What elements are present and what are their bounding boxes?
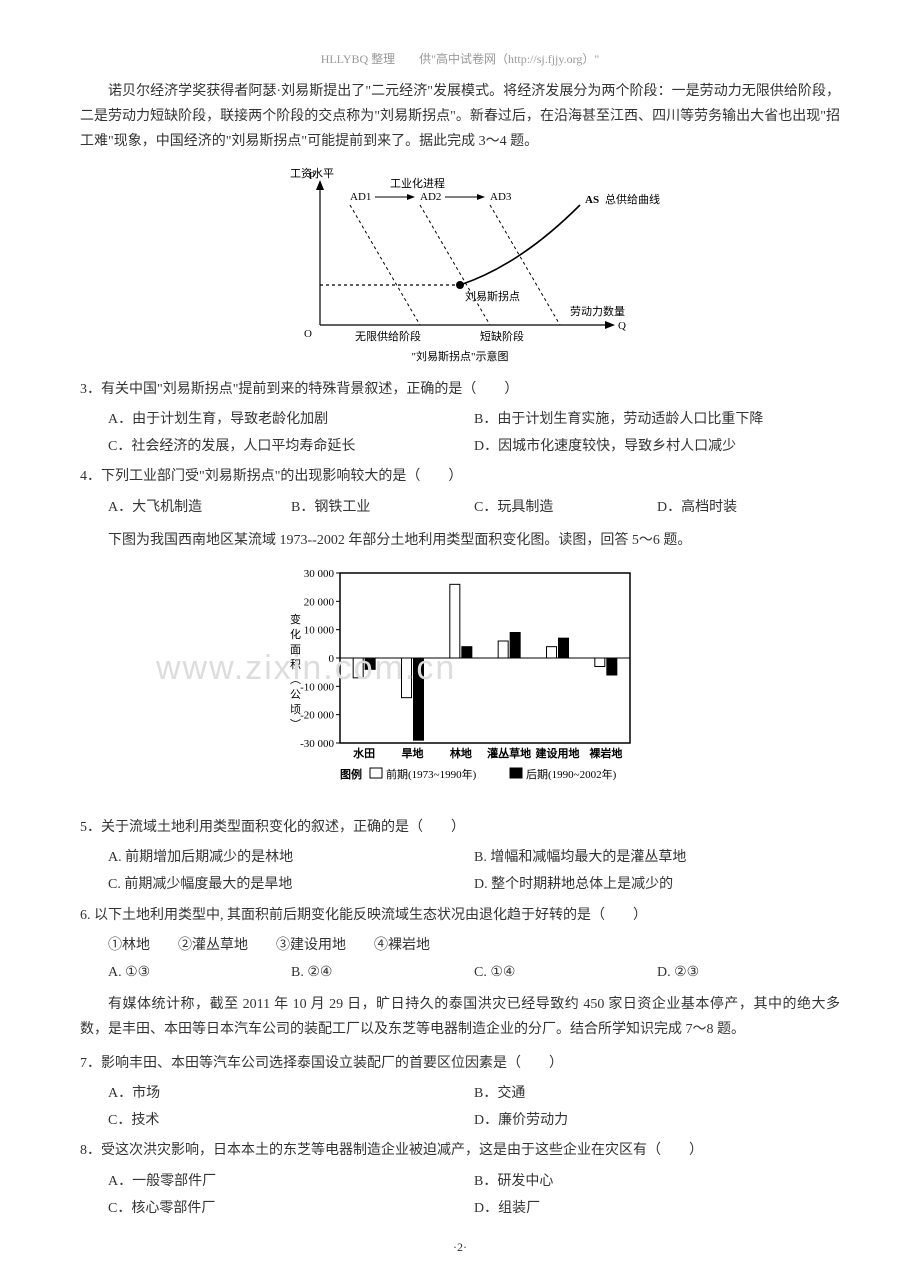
q8-opt-d: D．组装厂 (474, 1196, 840, 1223)
q6-stem: 6. 以下土地利用类型中, 其面积前后期变化能反映流域生态状况由退化趋于好转的是… (80, 903, 840, 930)
svg-text:旱地: 旱地 (402, 746, 424, 760)
q5-stem: 5．关于流域土地利用类型面积变化的叙述，正确的是（ ） (80, 815, 840, 842)
q7-opt-a: A．市场 (108, 1081, 474, 1108)
fig1-q: Q (618, 320, 626, 332)
fig1-o: O (304, 328, 312, 340)
q4-opt-b: B．钢铁工业 (291, 495, 474, 522)
q8-opt-c: C．核心零部件厂 (108, 1196, 474, 1223)
q7-opt-c: C．技术 (108, 1108, 474, 1135)
q6-opt-b: B. ②④ (291, 960, 474, 987)
q6-items: ①林地 ②灌丛草地 ③建设用地 ④裸岩地 (108, 933, 840, 960)
fig1-ad2: AD2 (420, 191, 441, 203)
page-number: ·2· (80, 1240, 840, 1255)
q8-opt-b: B．研发中心 (474, 1169, 840, 1196)
svg-text:-30 000: -30 000 (300, 738, 334, 750)
q4-opt-d: D．高档时装 (657, 495, 840, 522)
svg-text:建设用地: 建设用地 (536, 746, 580, 760)
q8-stem: 8．受这次洪灾影响，日本本土的东芝等电器制造企业被迫减产，这是由于这些企业在灾区… (80, 1138, 840, 1165)
q5-opt-d: D. 整个时期耕地总体上是减少的 (474, 872, 840, 899)
q4-opt-c: C．玩具制造 (474, 495, 657, 522)
fig1-xlabel: 劳动力数量 (570, 305, 625, 318)
q7-opt-d: D．廉价劳动力 (474, 1108, 840, 1135)
fig2-legend-label: 图例 (340, 767, 362, 781)
intro-paragraph-1: 诺贝尔经济学奖获得者阿瑟·刘易斯提出了"二元经济"发展模式。将经济发展分为两个阶… (80, 79, 840, 155)
svg-text:化: 化 (290, 627, 301, 641)
svg-text:灌丛草地: 灌丛草地 (487, 746, 531, 760)
q3-opt-d: D．因城市化速度较快，导致乡村人口减少 (474, 434, 840, 461)
figure-1: P 工资水平 O Q 劳动力数量 AS 总供给曲线 AD1 AD2 AD3 (80, 165, 840, 365)
fig1-stage2: 短缺阶段 (480, 329, 524, 343)
q5-opt-c: C. 前期减少幅度最大的是旱地 (108, 872, 474, 899)
fig1-point: 刘易斯拐点 (465, 289, 520, 303)
q8-opt-a: A．一般零部件厂 (108, 1169, 474, 1196)
svg-text:积: 积 (290, 658, 301, 671)
q7-stem: 7．影响丰田、本田等汽车公司选择泰国设立装配厂的首要区位因素是（ ） (80, 1051, 840, 1078)
q4-stem: 4．下列工业部门受"刘易斯拐点"的出现影响较大的是（ ） (80, 464, 840, 491)
fig1-as: AS (585, 194, 599, 206)
svg-text:水田: 水田 (353, 746, 375, 760)
fig2-legend1: 前期(1973~1990年) (386, 767, 477, 781)
fig1-ylabel: 工资水平 (290, 167, 334, 180)
q7-opt-b: B．交通 (474, 1081, 840, 1108)
fig1-as-label: 总供给曲线 (605, 192, 660, 206)
q3-opt-c: C．社会经济的发展，人口平均寿命延长 (108, 434, 474, 461)
fig1-ad1: AD1 (350, 191, 371, 203)
fig1-ad3: AD3 (490, 191, 512, 203)
svg-text:-20 000: -20 000 (300, 709, 334, 721)
fig2-legend2: 后期(1990~2002年) (526, 767, 617, 781)
q6-opt-a: A. ①③ (108, 960, 291, 987)
svg-text:面: 面 (290, 644, 301, 656)
figure-2: www.zixin.com.cn 变 化 面 积 ︵ 公 顷 ︶ -30 000… (80, 563, 840, 803)
intro-paragraph-3: 有媒体统计称，截至 2011 年 10 月 29 日，旷日持久的泰国洪灾已经导致… (80, 992, 840, 1042)
svg-text:林地: 林地 (450, 746, 472, 760)
fig1-process: 工业化进程 (390, 176, 445, 190)
intro-paragraph-2: 下图为我国西南地区某流域 1973--2002 年部分土地利用类型面积变化图。读… (80, 528, 840, 553)
svg-text:10 000: 10 000 (304, 624, 335, 636)
fig1-stage1: 无限供给阶段 (355, 329, 421, 343)
q3-stem: 3．有关中国"刘易斯拐点"提前到来的特殊背景叙述，正确的是（ ） (80, 377, 840, 404)
fig1-caption: "刘易斯拐点"示意图 (412, 349, 509, 363)
q4-opt-a: A．大飞机制造 (108, 495, 291, 522)
q3-opt-a: A．由于计划生育，导致老龄化加剧 (108, 407, 474, 434)
q3-opt-b: B．由于计划生育实施，劳动适龄人口比重下降 (474, 407, 840, 434)
svg-text:20 000: 20 000 (304, 596, 335, 608)
svg-text:-10 000: -10 000 (300, 681, 334, 693)
svg-text:裸岩地: 裸岩地 (589, 746, 622, 760)
q6-opt-c: C. ①④ (474, 960, 657, 987)
q5-opt-b: B. 增幅和减幅均最大的是灌丛草地 (474, 845, 840, 872)
page-header: HLLYBQ 整理 供"高中试卷网（http://sj.fjjy.org）" (80, 50, 840, 67)
fig2-ylabel-1: 变 (290, 612, 301, 626)
svg-text:30 000: 30 000 (304, 568, 335, 580)
svg-text:0: 0 (329, 653, 335, 665)
q5-opt-a: A. 前期增加后期减少的是林地 (108, 845, 474, 872)
q6-opt-d: D. ②③ (657, 960, 840, 987)
